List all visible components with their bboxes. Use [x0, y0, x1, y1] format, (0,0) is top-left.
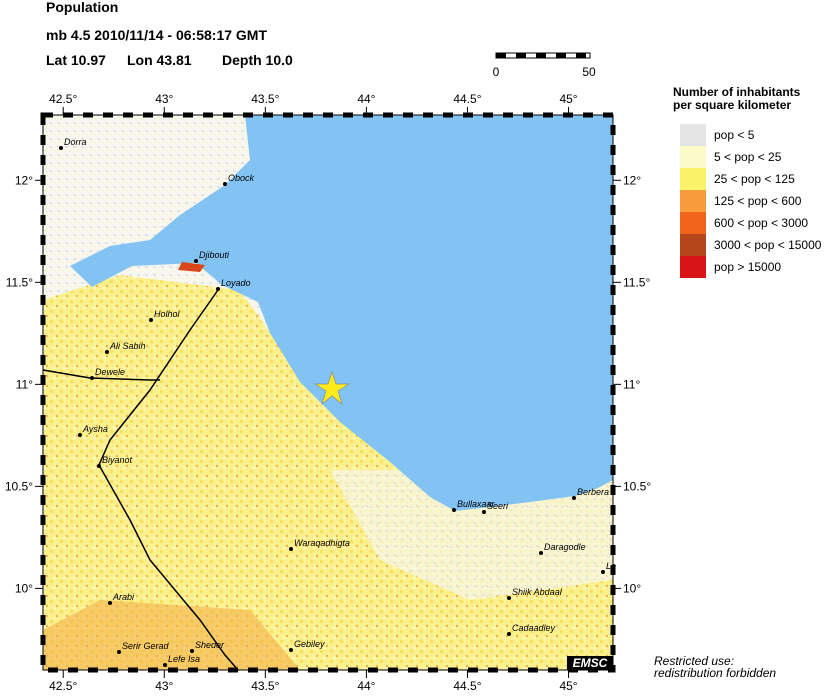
place-dot [149, 318, 153, 322]
place-dot [507, 632, 511, 636]
legend-title: per square kilometer [673, 98, 791, 112]
place-name: Shiik Abdaal [512, 587, 563, 597]
legend-swatch [680, 168, 706, 190]
lon-label: 44.5° [453, 92, 481, 106]
place-dot [90, 376, 94, 380]
place-name: Aysha [82, 424, 108, 434]
legend-swatch [680, 212, 706, 234]
epicenter [313, 370, 351, 405]
place-name: Cadaadley [512, 623, 556, 633]
lat-label: 11.5° [623, 275, 650, 289]
lon-label: 42.5° [49, 92, 77, 106]
lon: Lon 43.81 [127, 52, 192, 68]
place-name: Holhol [154, 309, 181, 319]
event: mb 4.5 2010/11/14 - 06:58:17 GMT [46, 27, 267, 43]
lon-label: 45° [559, 92, 577, 106]
legend-swatch [680, 256, 706, 278]
lat-label: 11° [16, 377, 33, 391]
legend-label: 125 < pop < 600 [714, 194, 802, 208]
place-dot [223, 182, 227, 186]
badge: EMSC [573, 656, 608, 670]
lon-label: 44° [357, 92, 375, 106]
legend-label: pop < 5 [714, 128, 755, 142]
scale-bar [495, 52, 591, 59]
place-dot [190, 649, 194, 653]
title: Population [46, 0, 118, 15]
legend-swatch [680, 190, 706, 212]
lon-label: 42.5° [49, 679, 77, 693]
place-name: Djibouti [199, 250, 230, 260]
place-dot [117, 650, 121, 654]
place-dot [194, 259, 198, 263]
place-name: Loyado [221, 278, 251, 288]
depth: Depth 10.0 [222, 52, 293, 68]
legend-swatch [680, 234, 706, 256]
lon-label: 43° [155, 92, 173, 106]
lon-label: 43.5° [251, 92, 279, 106]
place-dot [507, 596, 511, 600]
scale-label: 50 [582, 65, 596, 79]
legend-swatch [680, 146, 706, 168]
place-dot [482, 510, 486, 514]
place-dot [572, 496, 576, 500]
lat-label: 12° [623, 173, 641, 187]
place-dot [289, 648, 293, 652]
lat-label: 12° [15, 173, 33, 187]
lat-label: 10.5° [5, 479, 33, 493]
place-dot [78, 433, 82, 437]
lon-label: 44.5° [453, 679, 481, 693]
legend-label: pop > 15000 [714, 260, 781, 274]
place-name: Lefe Isa [168, 654, 200, 664]
place-name: Berbera [577, 487, 609, 497]
place-name: Dewele [95, 367, 125, 377]
place-name: Lo [606, 561, 616, 571]
legend-label: 25 < pop < 125 [714, 172, 795, 186]
footer: Restricted use: [654, 654, 734, 668]
place-name: Dorra [64, 137, 87, 147]
legend-label: 3000 < pop < 15000 [714, 238, 822, 252]
legend-title: Number of inhabitants [673, 85, 801, 99]
place-name: Sheder [195, 640, 225, 650]
lat-label: 10.5° [623, 479, 651, 493]
place-dot [601, 570, 605, 574]
place-name: Waraqadhigta [294, 538, 350, 548]
place-dot [452, 508, 456, 512]
lon-label: 45° [559, 679, 577, 693]
place-name: Ali Sabih [109, 341, 146, 351]
lat-label: 11° [623, 377, 640, 391]
legend-label: 600 < pop < 3000 [714, 216, 808, 230]
place-name: Serir Gerad [122, 641, 170, 651]
place-name: Seeri [487, 501, 509, 511]
place-dot [97, 464, 101, 468]
legend-label: 5 < pop < 25 [714, 150, 782, 164]
place-name: Gebiley [294, 639, 325, 649]
lat-label: 10° [15, 581, 33, 595]
place-dot [163, 663, 167, 667]
lat-label: 11.5° [6, 275, 33, 289]
place-name: Obock [228, 173, 255, 183]
footer: redistribution forbidden [654, 666, 776, 680]
place-name: Biyanot [102, 455, 133, 465]
place-name: Daragodle [544, 542, 586, 552]
place-dot [59, 146, 63, 150]
map [40, 112, 616, 673]
place-name: Arabi [112, 592, 135, 602]
lon-label: 44° [357, 679, 375, 693]
place-dot [105, 350, 109, 354]
lon-label: 43° [155, 679, 173, 693]
place-dot [108, 601, 112, 605]
lat: Lat 10.97 [46, 52, 106, 68]
place-name: Bullaxaar [457, 499, 496, 509]
lat-label: 10° [623, 581, 641, 595]
legend-swatch [680, 124, 706, 146]
place-dot [289, 547, 293, 551]
scale-label: 0 [493, 65, 500, 79]
place-dot [539, 551, 543, 555]
lon-label: 43.5° [251, 679, 279, 693]
place-dot [216, 287, 220, 291]
